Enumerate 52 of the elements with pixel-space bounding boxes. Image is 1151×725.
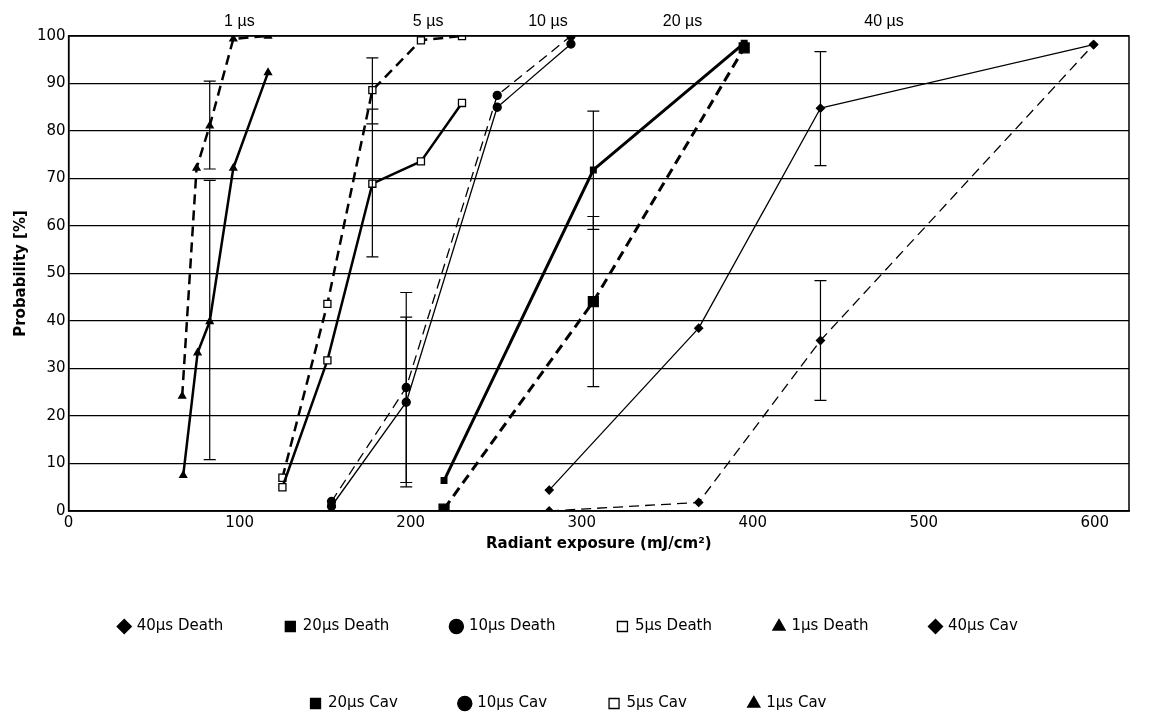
- point: [544, 485, 554, 495]
- text: 20 µs: [662, 12, 703, 30]
- y-tick-label: 40: [46, 310, 66, 329]
- y-tick-label: 100: [36, 25, 66, 44]
- y-tick-label: 10: [46, 453, 66, 472]
- legend-label: 5µs Death: [634, 616, 712, 635]
- point: [193, 348, 202, 356]
- x-tick-label: 400: [738, 512, 768, 531]
- point: [457, 98, 467, 108]
- point: [278, 483, 287, 492]
- y-tick-label: 70: [46, 168, 66, 187]
- legend-label: 20µs Death: [302, 616, 390, 635]
- y-tick-label: 60: [46, 215, 66, 234]
- legend-label: 40µs Cav: [948, 616, 1018, 635]
- legend-label: 5µs Cav: [626, 693, 687, 712]
- point: [492, 90, 502, 101]
- text: 10 µs: [528, 12, 568, 30]
- legend-label: 1µs Death: [791, 616, 869, 635]
- y-tick-label: 0: [56, 500, 66, 519]
- y-tick-label: 90: [46, 73, 66, 92]
- y-tick-label: 50: [46, 263, 66, 282]
- point: [694, 323, 704, 333]
- point: [694, 497, 704, 508]
- point: [263, 67, 273, 76]
- point: [492, 102, 502, 112]
- y-tick-label: 30: [46, 358, 66, 377]
- y-axis-title: Probability [%]: [10, 210, 29, 337]
- y-tick-label: 20: [46, 405, 66, 424]
- point: [440, 477, 448, 485]
- point: [192, 163, 201, 171]
- text: 5 µs: [412, 12, 444, 30]
- text: 40 µs: [864, 12, 904, 30]
- x-tick-label: 600: [1080, 512, 1110, 531]
- y-tick-label: 80: [46, 120, 66, 139]
- point: [323, 299, 332, 309]
- legend-label: 10µs Death: [468, 616, 556, 635]
- x-tick-label: 300: [567, 512, 597, 531]
- legend-label: 20µs Cav: [328, 693, 398, 712]
- point: [416, 157, 426, 166]
- point: [179, 470, 188, 479]
- legend-label: 10µs Cav: [477, 693, 548, 712]
- x-tick-label: 100: [225, 512, 254, 531]
- x-tick-label: 200: [396, 512, 426, 531]
- point: [229, 163, 238, 171]
- x-tick-label: 500: [909, 512, 939, 531]
- point: [566, 39, 576, 49]
- x-axis-title: Radiant exposure (mJ/cm²): [486, 533, 712, 552]
- point: [178, 391, 187, 399]
- point: [323, 356, 332, 365]
- legend-label: 1µs Cav: [766, 693, 827, 712]
- legend-label: 40µs Death: [136, 616, 224, 635]
- text: 1 µs: [224, 12, 255, 30]
